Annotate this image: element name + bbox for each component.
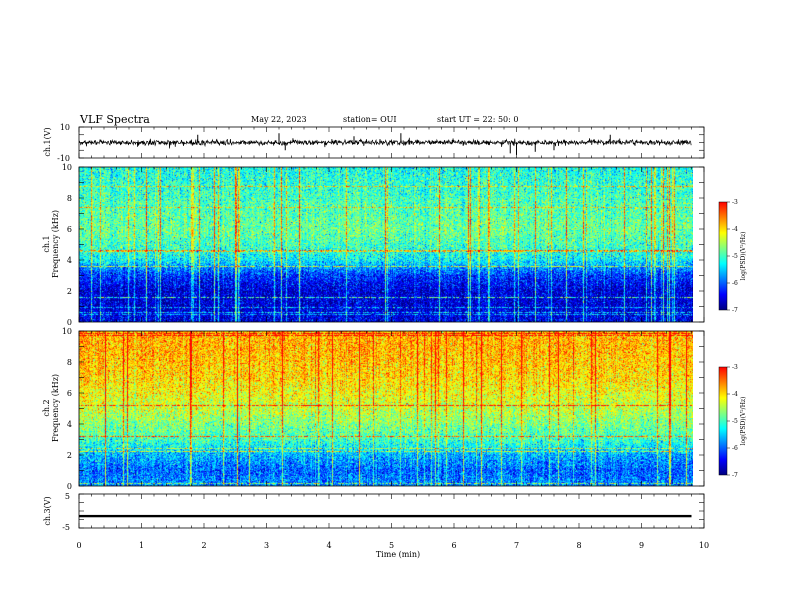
- ch1-waveform-panel: 10 -10 ch.1(V): [43, 123, 705, 163]
- ch2-colorbar-tick-label: -7: [732, 472, 738, 479]
- ch2-spectrogram-ytick-label: 8: [67, 358, 72, 367]
- ch1-spectrogram-heatmap: [79, 167, 693, 322]
- ch2-spectrogram-ytick-label: 0: [67, 482, 72, 491]
- ch3-waveform-line: [79, 514, 692, 518]
- ch2-spectrogram-ytick-label: 4: [67, 420, 72, 429]
- x-axis-tick-label: 5: [389, 541, 394, 550]
- ch2-colorbar-bar: [718, 366, 728, 476]
- x-axis-tick-label: 0: [76, 541, 81, 550]
- ch1-colorbar-tick-label: -6: [732, 280, 738, 287]
- ch2-spectrogram-ytick-label: 2: [67, 451, 72, 460]
- ch1-ytick-bottom: -10: [57, 154, 70, 163]
- figure-title: VLF Spectra: [79, 113, 150, 126]
- ch2-colorbar-tick-label: -4: [732, 391, 738, 398]
- ch1-colorbar-tick-label: -3: [732, 199, 738, 206]
- ch3-ytick-bottom: -5: [62, 523, 70, 532]
- ch1-waveform-trace: [79, 133, 692, 155]
- ch3-waveform-trace: [79, 514, 692, 518]
- x-axis-tick-label: 7: [514, 541, 519, 550]
- ch1-waveform-ticks: [78, 126, 705, 159]
- date-label: May 22, 2023: [251, 115, 307, 124]
- ch1-spectrogram-ytick-label: 8: [67, 194, 72, 203]
- ch2-colorbar-tick-label: -6: [732, 445, 738, 452]
- ch1-spectrogram-ylabel-freq: Frequency (kHz): [51, 210, 60, 278]
- ch3-ytick-top: 5: [65, 492, 70, 501]
- x-axis-tick-label: 4: [326, 541, 331, 550]
- x-axis-tick-label: 10: [699, 541, 709, 550]
- ch1-colorbar-tick-label: -4: [732, 226, 738, 233]
- ch1-spectrogram-ytick-label: 6: [67, 225, 72, 234]
- ch2-spectrogram-yticklabels: 0 2 4 6 8 10: [62, 327, 72, 491]
- ch3-waveform-ylabel: ch.3(V): [43, 496, 52, 525]
- ch2-spectrogram-ticks: [78, 330, 705, 487]
- ch2-colorbar: -3 -4 -5 -6 -7 log(PSD)(V²/Hz): [718, 364, 747, 479]
- ch1-waveform-line: [79, 137, 692, 149]
- ch1-spectrogram-ytick-label: 4: [67, 256, 72, 265]
- ch1-spectrogram-ticks: [78, 166, 705, 323]
- ch1-colorbar-label: log(PSD)(V²/Hz): [740, 232, 747, 281]
- ch3-waveform-panel: 5 -5 ch.3(V): [43, 492, 705, 532]
- ch3-waveform-frame: [78, 493, 705, 529]
- ch1-waveform-ylabel: ch.1(V): [43, 127, 52, 156]
- ch1-spectrogram-panel: 0 2 4 6 8 10 ch.1 Frequency (kHz) -3 -4 -5 -6 -7 l…: [42, 163, 747, 327]
- ch1-spectrogram-ylabel-channel: ch.1: [42, 235, 51, 252]
- ch1-spectrogram-ytick-label: 10: [62, 163, 72, 172]
- ch2-spectrogram-ylabel-freq: Frequency (kHz): [51, 374, 60, 442]
- ch2-colorbar-tick-label: -5: [732, 418, 738, 425]
- ch1-colorbar-tick-label: -5: [732, 253, 738, 260]
- x-axis-label: Time (min): [376, 550, 420, 559]
- ch3-waveform-ticks: [78, 493, 705, 529]
- ch1-colorbar: -3 -4 -5 -6 -7 log(PSD)(V²/Hz): [718, 199, 747, 314]
- ch2-colorbar-tick-label: -3: [732, 364, 738, 371]
- ch2-spectrogram-ytick-label: 10: [62, 327, 72, 336]
- ch1-ytick-top: 10: [60, 123, 70, 132]
- ch1-spectrogram-ytick-label: 0: [67, 318, 72, 327]
- ch2-spectrogram-ytick-label: 6: [67, 389, 72, 398]
- ch2-colorbar-label: log(PSD)(V²/Hz): [740, 397, 747, 446]
- ch1-spectrogram-yticklabels: 0 2 4 6 8 10: [62, 163, 72, 327]
- ch2-spectrogram-panel: 0 2 4 6 8 10 ch.2 Frequency (kHz) -3 -4 -5 -6 -7 l…: [42, 327, 747, 491]
- x-axis-ticklabels: 0 1 2 3 4 5 6 7 8 9 10: [76, 541, 709, 550]
- ch1-spectrogram-ytick-label: 2: [67, 287, 72, 296]
- x-axis-tick-label: 3: [264, 541, 269, 550]
- x-axis-tick-label: 2: [201, 541, 206, 550]
- ch2-spectrogram-ylabel-channel: ch.2: [42, 399, 51, 416]
- start-time-label: start UT = 22: 50: 0: [437, 115, 518, 124]
- x-axis-tick-label: 1: [139, 541, 144, 550]
- ch1-colorbar-tick-label: -7: [732, 307, 738, 314]
- ch1-colorbar-bar: [718, 201, 728, 311]
- x-axis-tick-label: 6: [451, 541, 456, 550]
- x-axis-tick-label: 9: [639, 541, 644, 550]
- ch2-spectrogram-heatmap: [79, 331, 693, 486]
- x-axis-tick-label: 8: [576, 541, 581, 550]
- station-label: station= OUI: [343, 115, 397, 124]
